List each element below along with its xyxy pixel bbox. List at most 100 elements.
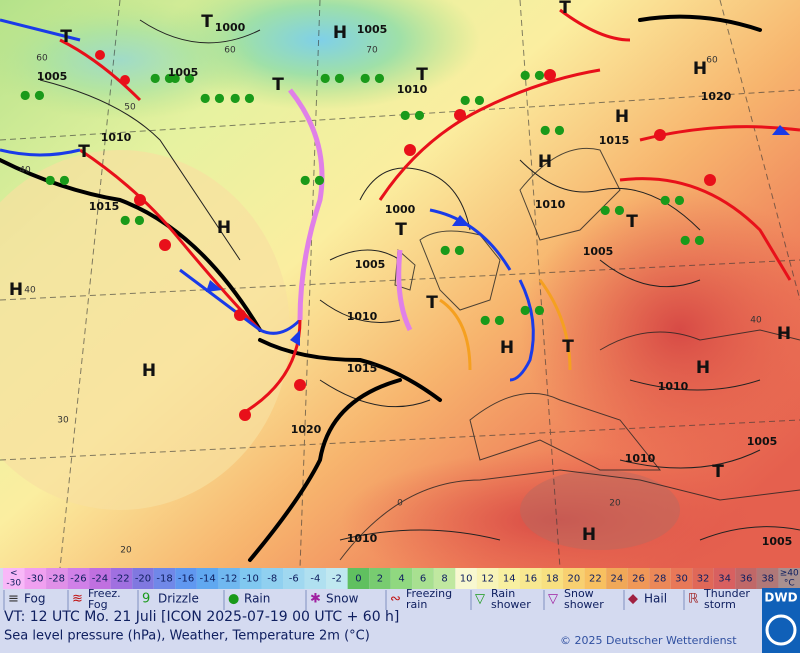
weather-symbol: ● ● [520,68,545,82]
scale-label: 26 [632,574,645,585]
pressure-system: H [538,152,552,172]
pressure-system: H [696,358,710,378]
scale-cell [778,568,800,589]
isotherm-label: 30 [57,416,69,426]
pressure-system: T [626,212,638,232]
isobar-label: 1010 [625,452,656,465]
scale-cell [326,568,348,589]
pressure-system: H [500,338,514,358]
pressure-system: T [712,462,724,482]
scale-cell [606,568,628,589]
pressure-system: H [777,324,791,344]
scale-label: 6 [420,574,426,585]
scale-label: 14 [503,574,516,585]
isotherm-label: 0 [397,499,403,509]
weather-symbol: ● ● [440,243,465,257]
weather-symbol: ● ● [400,108,425,122]
pressure-system: T [426,293,438,313]
scale-cell [369,568,391,589]
isobar-label: 1005 [168,66,199,79]
legend-label: Rain [244,592,270,606]
legend-label: shower [491,598,531,611]
legend-label: Drizzle [158,592,199,606]
isobar-label: 1010 [535,198,566,211]
isobar-label: 1010 [397,83,428,96]
scale-cell [67,568,90,589]
isotherm-label: 20 [609,499,621,509]
scale-label: -6 [289,574,299,585]
isobar-label: 1020 [291,423,322,436]
scale-label: < [10,569,18,579]
scale-label: 2 [377,574,383,585]
scale-label: 32 [697,574,710,585]
weather-symbol: ● ● [460,93,485,107]
scale-cell [218,568,240,589]
scale-cell [153,568,176,589]
weather-symbol: ● ● [200,91,225,105]
weather-symbol: ● ● [600,203,625,217]
pressure-system: H [693,59,707,79]
scale-cell [89,568,111,589]
legend-label: Rain [491,587,515,600]
pressure-system: H [615,107,629,127]
isotherm-label: 40 [19,166,31,176]
scale-label: 28 [654,574,667,585]
isobar-label: 1005 [37,70,68,83]
isobar-label: 1010 [658,380,689,393]
legend-label: Snow [564,587,594,600]
scale-label: -22 [113,574,129,585]
scale-cell [735,568,757,589]
scale-cell [455,568,477,589]
scale-label: -24 [92,574,108,585]
scale-cell [563,568,585,589]
pressure-system: H [582,525,596,545]
scale-cell [412,568,434,589]
legend-label: Snow [326,592,359,606]
weather-symbol: ● ● [45,173,70,187]
scale-label: 24 [611,574,624,585]
pressure-system: T [416,65,428,85]
scale-cell [175,568,197,589]
pressure-system: T [559,0,571,18]
scale-cell [584,568,607,589]
weather-symbol: ● ● [660,193,685,207]
pressure-system: T [78,142,90,162]
scale-cell [239,568,262,589]
pressure-system: T [201,12,213,32]
isobar-label: 1010 [347,532,378,545]
isobar-label: 1015 [89,200,120,213]
scale-label: -20 [135,574,151,585]
legend-symbol: ● [228,592,239,607]
scale-cell [196,568,219,589]
pressure-system: T [60,27,72,47]
scale-label: -16 [178,574,194,585]
scale-label: °C [784,579,795,589]
scale-label: -28 [49,574,65,585]
legend-symbol: ✱ [310,592,321,607]
weather-symbol: ● ● [120,213,145,227]
isobar-label: 1015 [347,362,378,375]
scale-label: -26 [70,574,86,585]
legend-symbol: ▽ [548,592,558,607]
scale-label: -4 [310,574,320,585]
scale-cell [692,568,714,589]
legend-label: Hail [644,592,667,606]
legend-symbol: ◆ [628,592,638,607]
scale-cell [519,568,542,589]
scale-cell [261,568,284,589]
isotherm-label: 40 [750,316,762,326]
isotherm-label: 70 [366,46,378,56]
isobar-label: 1020 [701,90,732,103]
scale-cell [670,568,693,589]
isobar-label: 1005 [583,245,614,258]
isotherm-label: 60 [36,54,48,64]
isotherm-label: 40 [24,286,36,296]
legend-label: Fog [24,592,45,606]
scale-label: -30 [27,574,43,585]
scale-cell [649,568,671,589]
isobar-label: 1005 [747,435,778,448]
isobar-label: 1010 [347,310,378,323]
scale-label: 8 [441,574,447,585]
weather-symbol: ● ● [300,173,325,187]
weather-symbol: ● ● [150,71,175,85]
